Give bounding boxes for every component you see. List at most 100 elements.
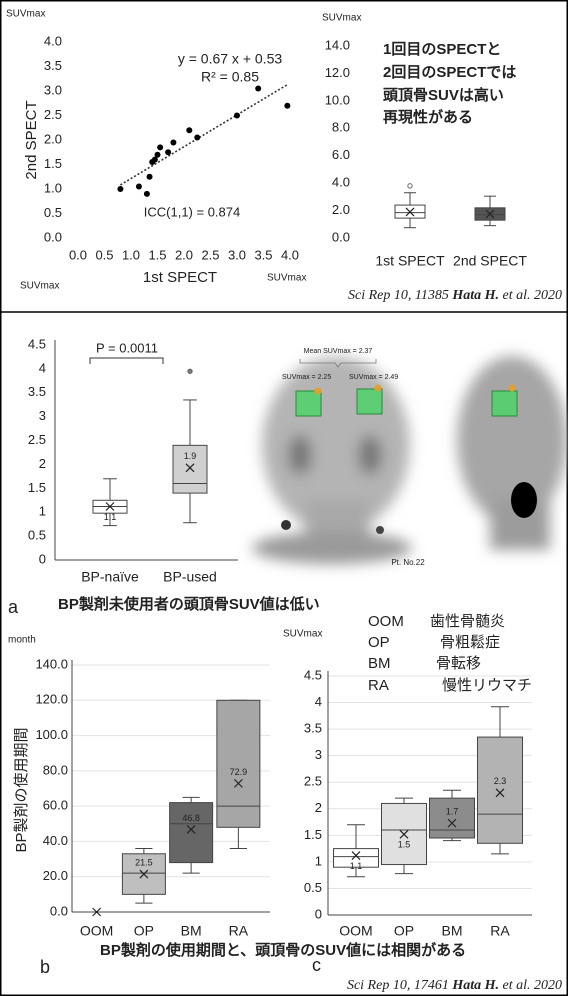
y-tick-label: 8.0 bbox=[332, 120, 350, 135]
unit-label: SUVmax bbox=[6, 9, 45, 20]
x-tick-label: BM bbox=[442, 923, 463, 939]
abbr-meaning: 慢性リウマチ bbox=[442, 677, 532, 694]
panel-label: a bbox=[8, 597, 19, 617]
mean-label: 1.1 bbox=[350, 861, 363, 871]
x-tick-label: OP bbox=[394, 923, 414, 939]
image-label: Mean SUVmax = 2.37 bbox=[304, 348, 373, 355]
y-tick-label: 2 bbox=[39, 456, 46, 471]
abbr-meaning: 歯性骨髄炎 bbox=[430, 613, 505, 630]
mean-label: 21.5 bbox=[135, 857, 153, 867]
abbr: OOM bbox=[368, 613, 404, 630]
y-axis-label: 2nd SPECT bbox=[23, 100, 40, 179]
y-tick-label: 3 bbox=[315, 747, 322, 762]
x-tick-label: 1.0 bbox=[122, 247, 140, 262]
x-tick-label: BP-naïve bbox=[81, 569, 139, 585]
box bbox=[430, 798, 475, 838]
image-label: SUVmax = 2.49 bbox=[349, 374, 398, 381]
y-tick-label: 2.5 bbox=[28, 432, 46, 447]
y-tick-label: 2 bbox=[315, 800, 322, 815]
x-tick-label: 2nd SPECT bbox=[453, 253, 527, 269]
figure: 1回目のSPECTと 2回目のSPECTでは 頭頂骨SUVは高い 再現性がある … bbox=[0, 0, 568, 996]
y-tick-label: 20.0 bbox=[43, 868, 68, 883]
point bbox=[255, 86, 261, 92]
x-tick-label: 1.5 bbox=[148, 247, 166, 262]
abbr: RA bbox=[368, 677, 389, 694]
citation-journal: Sci Rep 10, 11385 bbox=[348, 288, 449, 303]
abbr-meaning: 骨粗鬆症 bbox=[440, 634, 500, 651]
citation: Sci Rep 10, 11385 Hata H. et al. 2020 bbox=[348, 288, 562, 303]
message-line: 2回目のSPECTでは bbox=[383, 64, 516, 81]
y-tick-label: 1.0 bbox=[44, 180, 62, 195]
y-tick-label: 3.5 bbox=[28, 384, 46, 399]
x-tick-label: RA bbox=[229, 923, 249, 939]
y-tick-label: 0.0 bbox=[44, 229, 62, 244]
y-tick-label: 4.0 bbox=[332, 175, 350, 190]
citation-rest: et al. 2020 bbox=[503, 978, 563, 993]
x-tick-label: BP-used bbox=[163, 569, 217, 585]
y-tick-label: 100.0 bbox=[35, 727, 68, 742]
annotation: y = 0.67 x + 0.53 bbox=[178, 51, 283, 67]
y-tick-label: 3.0 bbox=[44, 82, 62, 97]
y-tick-label: 4.5 bbox=[304, 667, 322, 682]
y-axis-label: BP製剤の使用期間 bbox=[13, 727, 30, 852]
mean-label: 1.7 bbox=[446, 806, 459, 816]
trend-line bbox=[120, 85, 287, 185]
mean-label: 2.3 bbox=[494, 776, 507, 786]
point bbox=[136, 184, 142, 190]
y-tick-label: 12.0 bbox=[325, 65, 350, 80]
point bbox=[284, 103, 290, 109]
point bbox=[194, 135, 200, 141]
mean-label: 1.9 bbox=[184, 451, 197, 461]
message-line: 1回目のSPECTと bbox=[383, 41, 501, 58]
mean-label: 1.1 bbox=[104, 512, 117, 522]
x-tick-label: OP bbox=[134, 923, 154, 939]
y-tick-label: 3 bbox=[39, 408, 46, 423]
x-tick-label: RA bbox=[490, 923, 510, 939]
image-caption: Pt. No.22 bbox=[391, 558, 425, 567]
y-tick-label: 1.5 bbox=[44, 156, 62, 171]
y-tick-label: 0.5 bbox=[28, 528, 46, 543]
y-tick-label: 0.5 bbox=[304, 880, 322, 895]
message-line: 頭頂骨SUVは高い bbox=[383, 86, 504, 104]
y-tick-label: 3.5 bbox=[304, 721, 322, 736]
caption: BP製剤未使用者の頭頂骨SUV値は低い bbox=[58, 595, 320, 613]
citation-journal: Sci Rep 10, 17461 bbox=[347, 978, 449, 993]
y-tick-label: 80.0 bbox=[43, 762, 68, 777]
point bbox=[157, 144, 163, 150]
unit-label: SUVmax bbox=[20, 281, 59, 292]
citation-author: Hata H. bbox=[451, 288, 499, 303]
point bbox=[147, 174, 153, 180]
y-tick-label: 1 bbox=[39, 504, 46, 519]
y-tick-label: 0 bbox=[315, 906, 322, 921]
y-tick-label: 140.0 bbox=[35, 656, 68, 671]
y-tick-label: 0.0 bbox=[50, 903, 68, 918]
y-tick-label: 2.0 bbox=[332, 202, 350, 217]
mean-label: 46.8 bbox=[182, 813, 200, 823]
y-tick-label: 4.5 bbox=[28, 336, 46, 351]
mean-label: 72.9 bbox=[230, 767, 248, 777]
point bbox=[165, 149, 171, 155]
y-tick-label: 14.0 bbox=[325, 37, 350, 52]
unit-label: SUVmax bbox=[283, 629, 322, 640]
y-tick-label: 0.5 bbox=[44, 205, 62, 220]
unit-label: month bbox=[8, 635, 36, 646]
annotation: ICC(1,1) = 0.874 bbox=[144, 204, 240, 219]
x-tick-label: OOM bbox=[80, 923, 113, 939]
y-tick-label: 2.0 bbox=[44, 131, 62, 146]
x-tick-label: 0.0 bbox=[69, 247, 87, 262]
abbr: BM bbox=[368, 655, 391, 672]
point bbox=[144, 191, 150, 197]
y-tick-label: 1.5 bbox=[28, 480, 46, 495]
x-axis-label: 1st SPECT bbox=[143, 269, 217, 286]
x-tick-label: 2.0 bbox=[175, 247, 193, 262]
point bbox=[155, 152, 161, 158]
y-tick-label: 60.0 bbox=[43, 798, 68, 813]
x-tick-label: 3.5 bbox=[254, 247, 272, 262]
point bbox=[234, 113, 240, 119]
y-tick-label: 6.0 bbox=[332, 147, 350, 162]
x-tick-label: 4.0 bbox=[281, 247, 299, 262]
annotation: P = 0.0011 bbox=[96, 340, 158, 355]
x-unit-label: SUVmax bbox=[267, 273, 306, 284]
y-tick-label: 120.0 bbox=[35, 692, 68, 707]
y-tick-label: 3.5 bbox=[44, 58, 62, 73]
